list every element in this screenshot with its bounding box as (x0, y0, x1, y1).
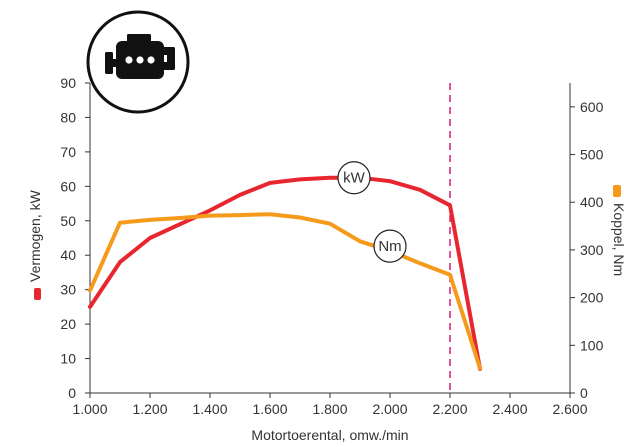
y-right-tick-label: 500 (580, 147, 604, 163)
series-label-text: Nm (378, 238, 401, 255)
series-label-text: kW (343, 170, 366, 187)
engine-badge (86, 10, 190, 114)
y-left-tick-label: 30 (60, 282, 76, 298)
x-tick-label: 1.200 (132, 401, 167, 417)
series-label-kw: kW (337, 161, 371, 195)
y-left-axis-title: Vermogen, kW (27, 189, 43, 282)
y-left-axis-title-group: Vermogen, kW (27, 189, 43, 300)
y-left-tick-label: 90 (60, 75, 76, 91)
x-tick-label: 2.600 (552, 401, 587, 417)
power-legend-swatch (34, 288, 41, 300)
x-tick-label: 1.600 (252, 401, 287, 417)
x-tick-label: 2.400 (492, 401, 527, 417)
y-left-tick-label: 70 (60, 144, 76, 160)
y-right-tick-label: 300 (580, 242, 604, 258)
engine-icon (105, 34, 175, 79)
y-left-tick-label: 40 (60, 247, 76, 263)
x-tick-label: 1.800 (312, 401, 347, 417)
y-right-tick-label: 0 (580, 385, 588, 401)
y-right-tick-label: 400 (580, 194, 604, 210)
y-left-tick-label: 20 (60, 316, 76, 332)
y-right-tick-label: 100 (580, 337, 604, 353)
series-label-circle (373, 229, 407, 263)
x-axis-title: Motortoerental, omw./min (251, 427, 408, 443)
y-left-tick-label: 10 (60, 351, 76, 367)
series-line-nm (88, 212, 482, 371)
y-right-tick-label: 600 (580, 99, 604, 115)
y-right-axis-title: Koppel, Nm (611, 203, 624, 276)
y-left-tick-label: 50 (60, 213, 76, 229)
series-label-nm: Nm (373, 229, 407, 263)
y-right-tick-label: 200 (580, 290, 604, 306)
y-left-tick-label: 60 (60, 178, 76, 194)
x-tick-label: 1.000 (72, 401, 107, 417)
y-left-tick-label: 80 (60, 109, 76, 125)
y-right-axis-title-group: Koppel, Nm (611, 185, 624, 276)
x-tick-label: 1.400 (192, 401, 227, 417)
y-left-tick-label: 0 (68, 385, 76, 401)
series-line-kw (88, 175, 482, 371)
x-tick-label: 2.200 (432, 401, 467, 417)
x-tick-label: 2.000 (372, 401, 407, 417)
torque-legend-swatch (613, 185, 621, 197)
series-label-circle (337, 161, 371, 195)
